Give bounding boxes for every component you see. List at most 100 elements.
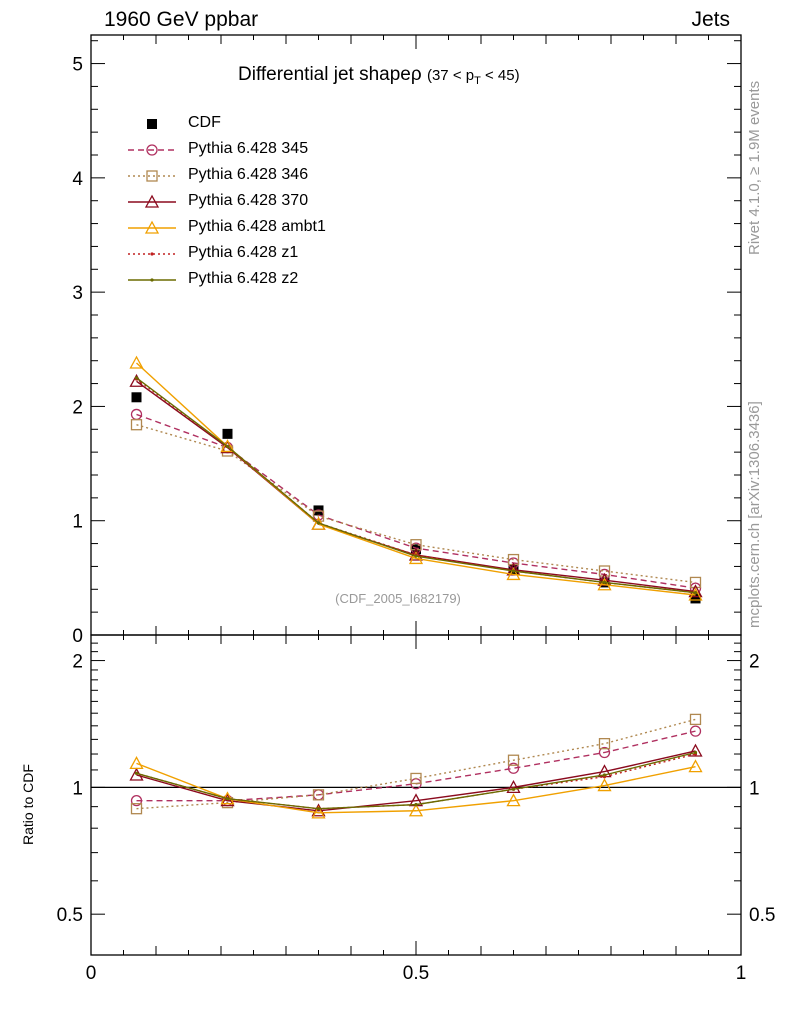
y-tick-label: 5 xyxy=(72,55,83,76)
data-point xyxy=(598,565,611,577)
ratio-series-line xyxy=(136,718,696,810)
ratio-data-point xyxy=(688,759,703,773)
series-6 xyxy=(134,376,698,595)
x-tick-label: 0 xyxy=(86,963,97,984)
data-point xyxy=(129,355,144,369)
legend-marker xyxy=(150,252,154,256)
ratio-data-point xyxy=(316,807,321,811)
ratio-data-point xyxy=(688,743,703,757)
legend-label: Pythia 6.428 346 xyxy=(188,166,309,183)
ratio-y-tick-label: 2 xyxy=(72,652,83,673)
ratio-data-point xyxy=(129,756,144,770)
analysis-watermark: (CDF_2005_I682179) xyxy=(335,591,461,606)
ratio-data-point xyxy=(507,762,520,774)
data-point xyxy=(316,521,321,525)
series-2 xyxy=(130,419,702,589)
data-point xyxy=(602,580,607,585)
ratio-data-point xyxy=(693,750,698,755)
header-right-label: Jets xyxy=(691,8,730,31)
ratio-data-point xyxy=(130,803,143,815)
data-point xyxy=(414,554,418,558)
ratio-series-5 xyxy=(134,750,698,811)
data-point xyxy=(225,444,230,449)
ratio-data-point xyxy=(597,778,612,792)
legend-marker xyxy=(146,170,158,182)
y-tick-label: 3 xyxy=(72,283,83,304)
legend-swatch xyxy=(128,144,176,156)
ratio-data-point xyxy=(511,787,516,791)
ratio-data-point xyxy=(506,793,521,807)
ratio-data-point xyxy=(689,725,702,737)
legend-swatch xyxy=(128,170,176,182)
data-point xyxy=(134,376,139,380)
legend-swatch xyxy=(128,252,176,256)
legend-marker xyxy=(144,194,160,208)
chart-title: Differential jet shapeρ (37 < pT < 45) xyxy=(238,64,520,87)
data-point xyxy=(597,577,612,591)
ratio-ylabel: Ratio to CDF xyxy=(20,764,36,845)
chart-title-range-sub: T xyxy=(474,75,481,87)
series-line xyxy=(136,378,696,594)
ratio-y-tick-label: 0.5 xyxy=(57,905,83,926)
legend-label: Pythia 6.428 ambt1 xyxy=(188,218,326,235)
ratio-data-point xyxy=(414,803,418,807)
ratio-data-point xyxy=(311,805,326,819)
legend-label: Pythia 6.428 z1 xyxy=(188,244,299,261)
series-4 xyxy=(129,355,703,601)
legend-swatch xyxy=(147,119,157,129)
data-point xyxy=(688,587,703,601)
data-point xyxy=(130,419,143,431)
legend-label: CDF xyxy=(188,114,221,131)
ratio-y-tick-label-right: 1 xyxy=(749,778,760,799)
legend-marker xyxy=(147,119,157,129)
ratio-data-point xyxy=(311,803,326,817)
data-point xyxy=(506,567,521,581)
legend-swatch xyxy=(128,194,176,208)
legend-marker xyxy=(146,144,158,156)
data-point xyxy=(408,551,424,565)
chart-title-main: Differential jet shapeρ xyxy=(238,64,422,85)
ratio-data-point xyxy=(225,797,230,801)
ratio-series-4 xyxy=(134,752,698,811)
series-0 xyxy=(131,392,701,604)
x-tick-label: 1 xyxy=(736,963,747,984)
ratio-data-point xyxy=(410,772,422,785)
ratio-series-1 xyxy=(130,713,702,815)
legend-marker xyxy=(150,278,154,282)
data-point xyxy=(220,439,235,453)
ratio-data-point xyxy=(408,803,424,817)
legend-swatch xyxy=(128,278,176,282)
legend-label: Pythia 6.428 370 xyxy=(188,192,309,209)
ratio-data-point xyxy=(220,793,235,807)
chart-title-range-close: < 45) xyxy=(480,67,520,84)
data-point xyxy=(312,510,325,522)
data-point xyxy=(131,392,142,403)
y-tick-label: 4 xyxy=(72,169,83,190)
ratio-data-point xyxy=(506,780,521,794)
ratio-series-line xyxy=(136,750,696,812)
legend-swatch xyxy=(128,220,176,234)
chart-title-range-open: (37 < p xyxy=(426,67,475,84)
data-point xyxy=(511,569,516,573)
ratio-y-tick-label-right: 0.5 xyxy=(749,905,775,926)
ratio-data-point xyxy=(602,773,607,777)
data-point xyxy=(690,593,701,604)
legend-marker xyxy=(144,220,160,234)
ratio-data-point xyxy=(134,771,139,775)
ratio-data-point xyxy=(312,789,325,801)
ratio-y-tick-label-right: 2 xyxy=(749,652,760,673)
data-point xyxy=(693,591,698,595)
legend-label: Pythia 6.428 z2 xyxy=(188,270,299,287)
ratio-y-tick-label: 1 xyxy=(72,778,83,799)
data-point xyxy=(688,584,703,598)
legend-label: Pythia 6.428 345 xyxy=(188,140,309,157)
data-point xyxy=(689,576,702,589)
y-tick-label: 2 xyxy=(72,397,83,418)
y-tick-label: 1 xyxy=(72,512,83,533)
data-point xyxy=(222,428,233,439)
x-tick-label: 0.5 xyxy=(403,963,429,984)
ratio-data-point xyxy=(598,737,611,750)
ratio-data-point xyxy=(507,754,520,766)
ratio-data-point xyxy=(689,713,702,726)
